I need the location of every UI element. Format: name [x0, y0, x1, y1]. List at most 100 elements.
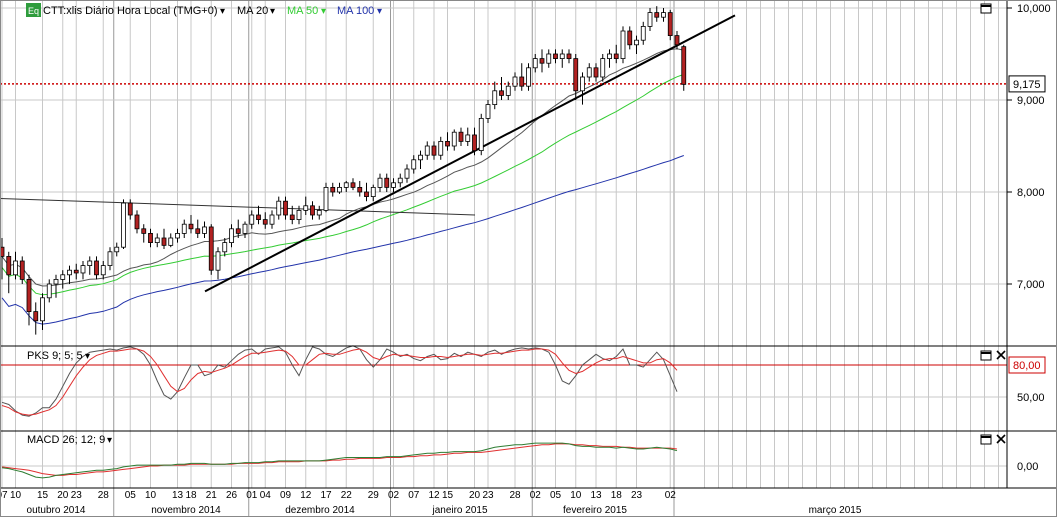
candle [235, 228, 241, 234]
candle [154, 237, 160, 243]
candle [127, 202, 133, 216]
candle [316, 209, 322, 216]
x-axis-day-label: 20 [57, 490, 69, 501]
candle [391, 182, 396, 188]
candle [546, 53, 552, 64]
candle [276, 200, 282, 216]
price-axis-label: 7,000 [1017, 279, 1045, 291]
trendline-support[interactable] [204, 14, 736, 293]
x-axis-day-label: 05 [550, 490, 562, 501]
pks-panel [0, 345, 1007, 417]
pks-k-line [1, 345, 678, 417]
candle [188, 223, 194, 230]
eq-badge[interactable] [26, 3, 41, 17]
candle [411, 159, 417, 170]
pks-header: PKS 9; 5; 5 ▾ [27, 350, 1006, 362]
macd-signal-line [1, 443, 678, 476]
ma50-label[interactable]: MA 50 [287, 5, 318, 17]
x-axis-day-label: 10 [10, 490, 22, 501]
candle [613, 53, 619, 59]
maximize-icon[interactable] [980, 350, 992, 361]
ma50-dropdown-icon[interactable]: ▾ [321, 6, 326, 17]
candle [94, 260, 99, 276]
x-axis-day-label: 18 [185, 490, 197, 501]
candle [195, 228, 201, 234]
x-axis-day-label: 07 [408, 490, 420, 501]
candle [580, 76, 585, 92]
ma100-label[interactable]: MA 100 [337, 5, 374, 17]
x-axis-month-label: fevereiro 2015 [563, 505, 627, 516]
candle [19, 260, 25, 280]
x-axis-month-label: janeiro 2015 [431, 505, 487, 516]
pks-label[interactable]: PKS 9; 5; 5 [27, 350, 83, 362]
ma20-dropdown-icon[interactable]: ▾ [270, 6, 275, 17]
macd-panel [1, 442, 678, 479]
x-axis-day-label: 10 [570, 490, 582, 501]
candle [148, 232, 153, 243]
candle [566, 53, 572, 59]
macd-label[interactable]: MACD 26; 12; 9 [27, 434, 105, 446]
macd-dropdown-icon[interactable]: ▾ [107, 435, 112, 446]
candle [296, 209, 302, 220]
x-axis-day-label: 13 [172, 490, 184, 501]
x-axis-day-label: 28 [98, 490, 110, 501]
candle [465, 134, 471, 142]
x-axis-month-label: novembro 2014 [151, 505, 221, 516]
candle [458, 131, 464, 142]
x-axis-day-label: 23 [71, 490, 83, 501]
candle [573, 58, 579, 92]
maximize-icon[interactable] [980, 434, 992, 445]
candle [424, 145, 430, 156]
x-axis-day-label: 17 [320, 490, 332, 501]
instrument-dropdown-icon[interactable]: ▾ [220, 6, 225, 17]
pks-dropdown-icon[interactable]: ▾ [85, 351, 90, 362]
candle [181, 223, 187, 234]
candle [478, 118, 484, 152]
candle [310, 205, 315, 216]
chart-header: Eq CTT:xlis Diário Hora Local (TMG+0) ▾ … [26, 3, 382, 17]
candle [667, 12, 673, 37]
candle [269, 214, 275, 225]
x-axis-day-label: 01 [246, 490, 258, 501]
ma20-label[interactable]: MA 20 [237, 5, 268, 17]
candle [661, 12, 666, 18]
candle [33, 311, 39, 322]
instrument-title[interactable]: CTT:xlis Diário Hora Local (TMG+0) [43, 5, 218, 17]
candle [627, 30, 633, 46]
candle [519, 76, 525, 87]
x-axis-day-label: 12 [428, 490, 440, 501]
candle [492, 90, 498, 106]
candle [654, 12, 660, 18]
candle [330, 186, 336, 193]
candle [107, 251, 113, 267]
candle [370, 186, 376, 197]
candle [46, 283, 52, 299]
candle [222, 242, 228, 253]
candle [87, 260, 93, 266]
grid-layer [0, 0, 1007, 517]
candle [472, 134, 477, 152]
macd-line [1, 442, 678, 479]
maximize-icon[interactable] [980, 3, 992, 14]
x-axis-day-label: 04 [260, 490, 272, 501]
x-axis-day-label: 10 [145, 490, 157, 501]
candle [0, 246, 5, 257]
ma50-line [1, 73, 684, 296]
x-axis-day-label: 07 [0, 490, 8, 501]
x-axis-month-label: outubro 2014 [27, 505, 86, 516]
close-icon[interactable] [996, 350, 1006, 360]
ma100-dropdown-icon[interactable]: ▾ [377, 6, 382, 17]
x-axis-day-label: 13 [590, 490, 602, 501]
x-axis-day-label: 21 [206, 490, 218, 501]
candle [634, 39, 639, 46]
candle [607, 53, 612, 59]
macd-header: MACD 26; 12; 9 ▾ [27, 434, 1006, 446]
candle [141, 228, 147, 234]
x-axis-month-label: março 2015 [809, 505, 862, 516]
x-axis-day-label: 15 [442, 490, 454, 501]
trendline-resistance[interactable] [0, 197, 476, 216]
close-icon[interactable] [996, 434, 1006, 444]
x-axis-day-label: 20 [469, 490, 481, 501]
x-axis-day-label: 29 [368, 490, 380, 501]
